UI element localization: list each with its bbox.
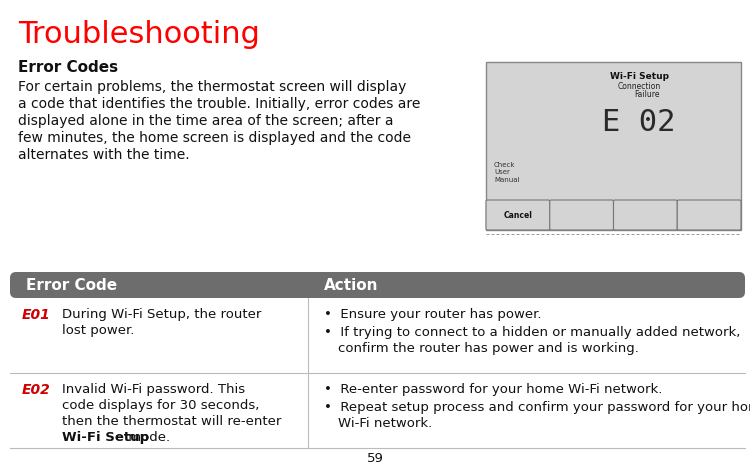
Text: For certain problems, the thermostat screen will display: For certain problems, the thermostat scr…	[18, 80, 406, 94]
FancyBboxPatch shape	[614, 200, 677, 230]
Text: then the thermostat will re-enter: then the thermostat will re-enter	[62, 415, 281, 428]
Text: displayed alone in the time area of the screen; after a: displayed alone in the time area of the …	[18, 114, 394, 128]
Text: Wi-Fi Setup: Wi-Fi Setup	[62, 431, 149, 444]
Text: Check
User
Manual: Check User Manual	[494, 162, 520, 183]
Text: •  Repeat setup process and confirm your password for your home: • Repeat setup process and confirm your …	[324, 401, 750, 414]
FancyBboxPatch shape	[677, 200, 741, 230]
Text: Action: Action	[324, 278, 379, 292]
FancyBboxPatch shape	[550, 200, 614, 230]
Text: E01: E01	[22, 308, 51, 322]
Text: Error Code: Error Code	[26, 278, 117, 292]
FancyBboxPatch shape	[10, 272, 745, 298]
Bar	[486, 62, 741, 230]
Text: Wi-Fi Setup: Wi-Fi Setup	[610, 72, 668, 81]
FancyBboxPatch shape	[486, 200, 550, 230]
Text: 59: 59	[367, 452, 383, 462]
Text: During Wi-Fi Setup, the router: During Wi-Fi Setup, the router	[62, 308, 261, 321]
Text: Wi-Fi network.: Wi-Fi network.	[338, 417, 432, 430]
Text: lost power.: lost power.	[62, 324, 134, 337]
Text: confirm the router has power and is working.: confirm the router has power and is work…	[338, 342, 639, 355]
Text: Troubleshooting: Troubleshooting	[18, 20, 260, 49]
Text: •  If trying to connect to a hidden or manually added network,: • If trying to connect to a hidden or ma…	[324, 326, 740, 339]
Text: E 02: E 02	[602, 108, 676, 137]
Text: a code that identifies the trouble. Initially, error codes are: a code that identifies the trouble. Init…	[18, 97, 420, 111]
Text: •  Re-enter password for your home Wi-Fi network.: • Re-enter password for your home Wi-Fi …	[324, 383, 662, 396]
Text: alternates with the time.: alternates with the time.	[18, 148, 190, 162]
Text: •  Ensure your router has power.: • Ensure your router has power.	[324, 308, 542, 321]
Text: Failure: Failure	[634, 90, 660, 99]
Text: mode.: mode.	[124, 431, 170, 444]
Text: Invalid Wi-Fi password. This: Invalid Wi-Fi password. This	[62, 383, 245, 396]
Text: Error Codes: Error Codes	[18, 60, 118, 75]
Text: few minutes, the home screen is displayed and the code: few minutes, the home screen is displaye…	[18, 131, 411, 145]
Text: code displays for 30 seconds,: code displays for 30 seconds,	[62, 399, 260, 412]
Text: Connection: Connection	[617, 82, 661, 91]
Text: Cancel: Cancel	[503, 211, 532, 219]
Text: E02: E02	[22, 383, 51, 397]
